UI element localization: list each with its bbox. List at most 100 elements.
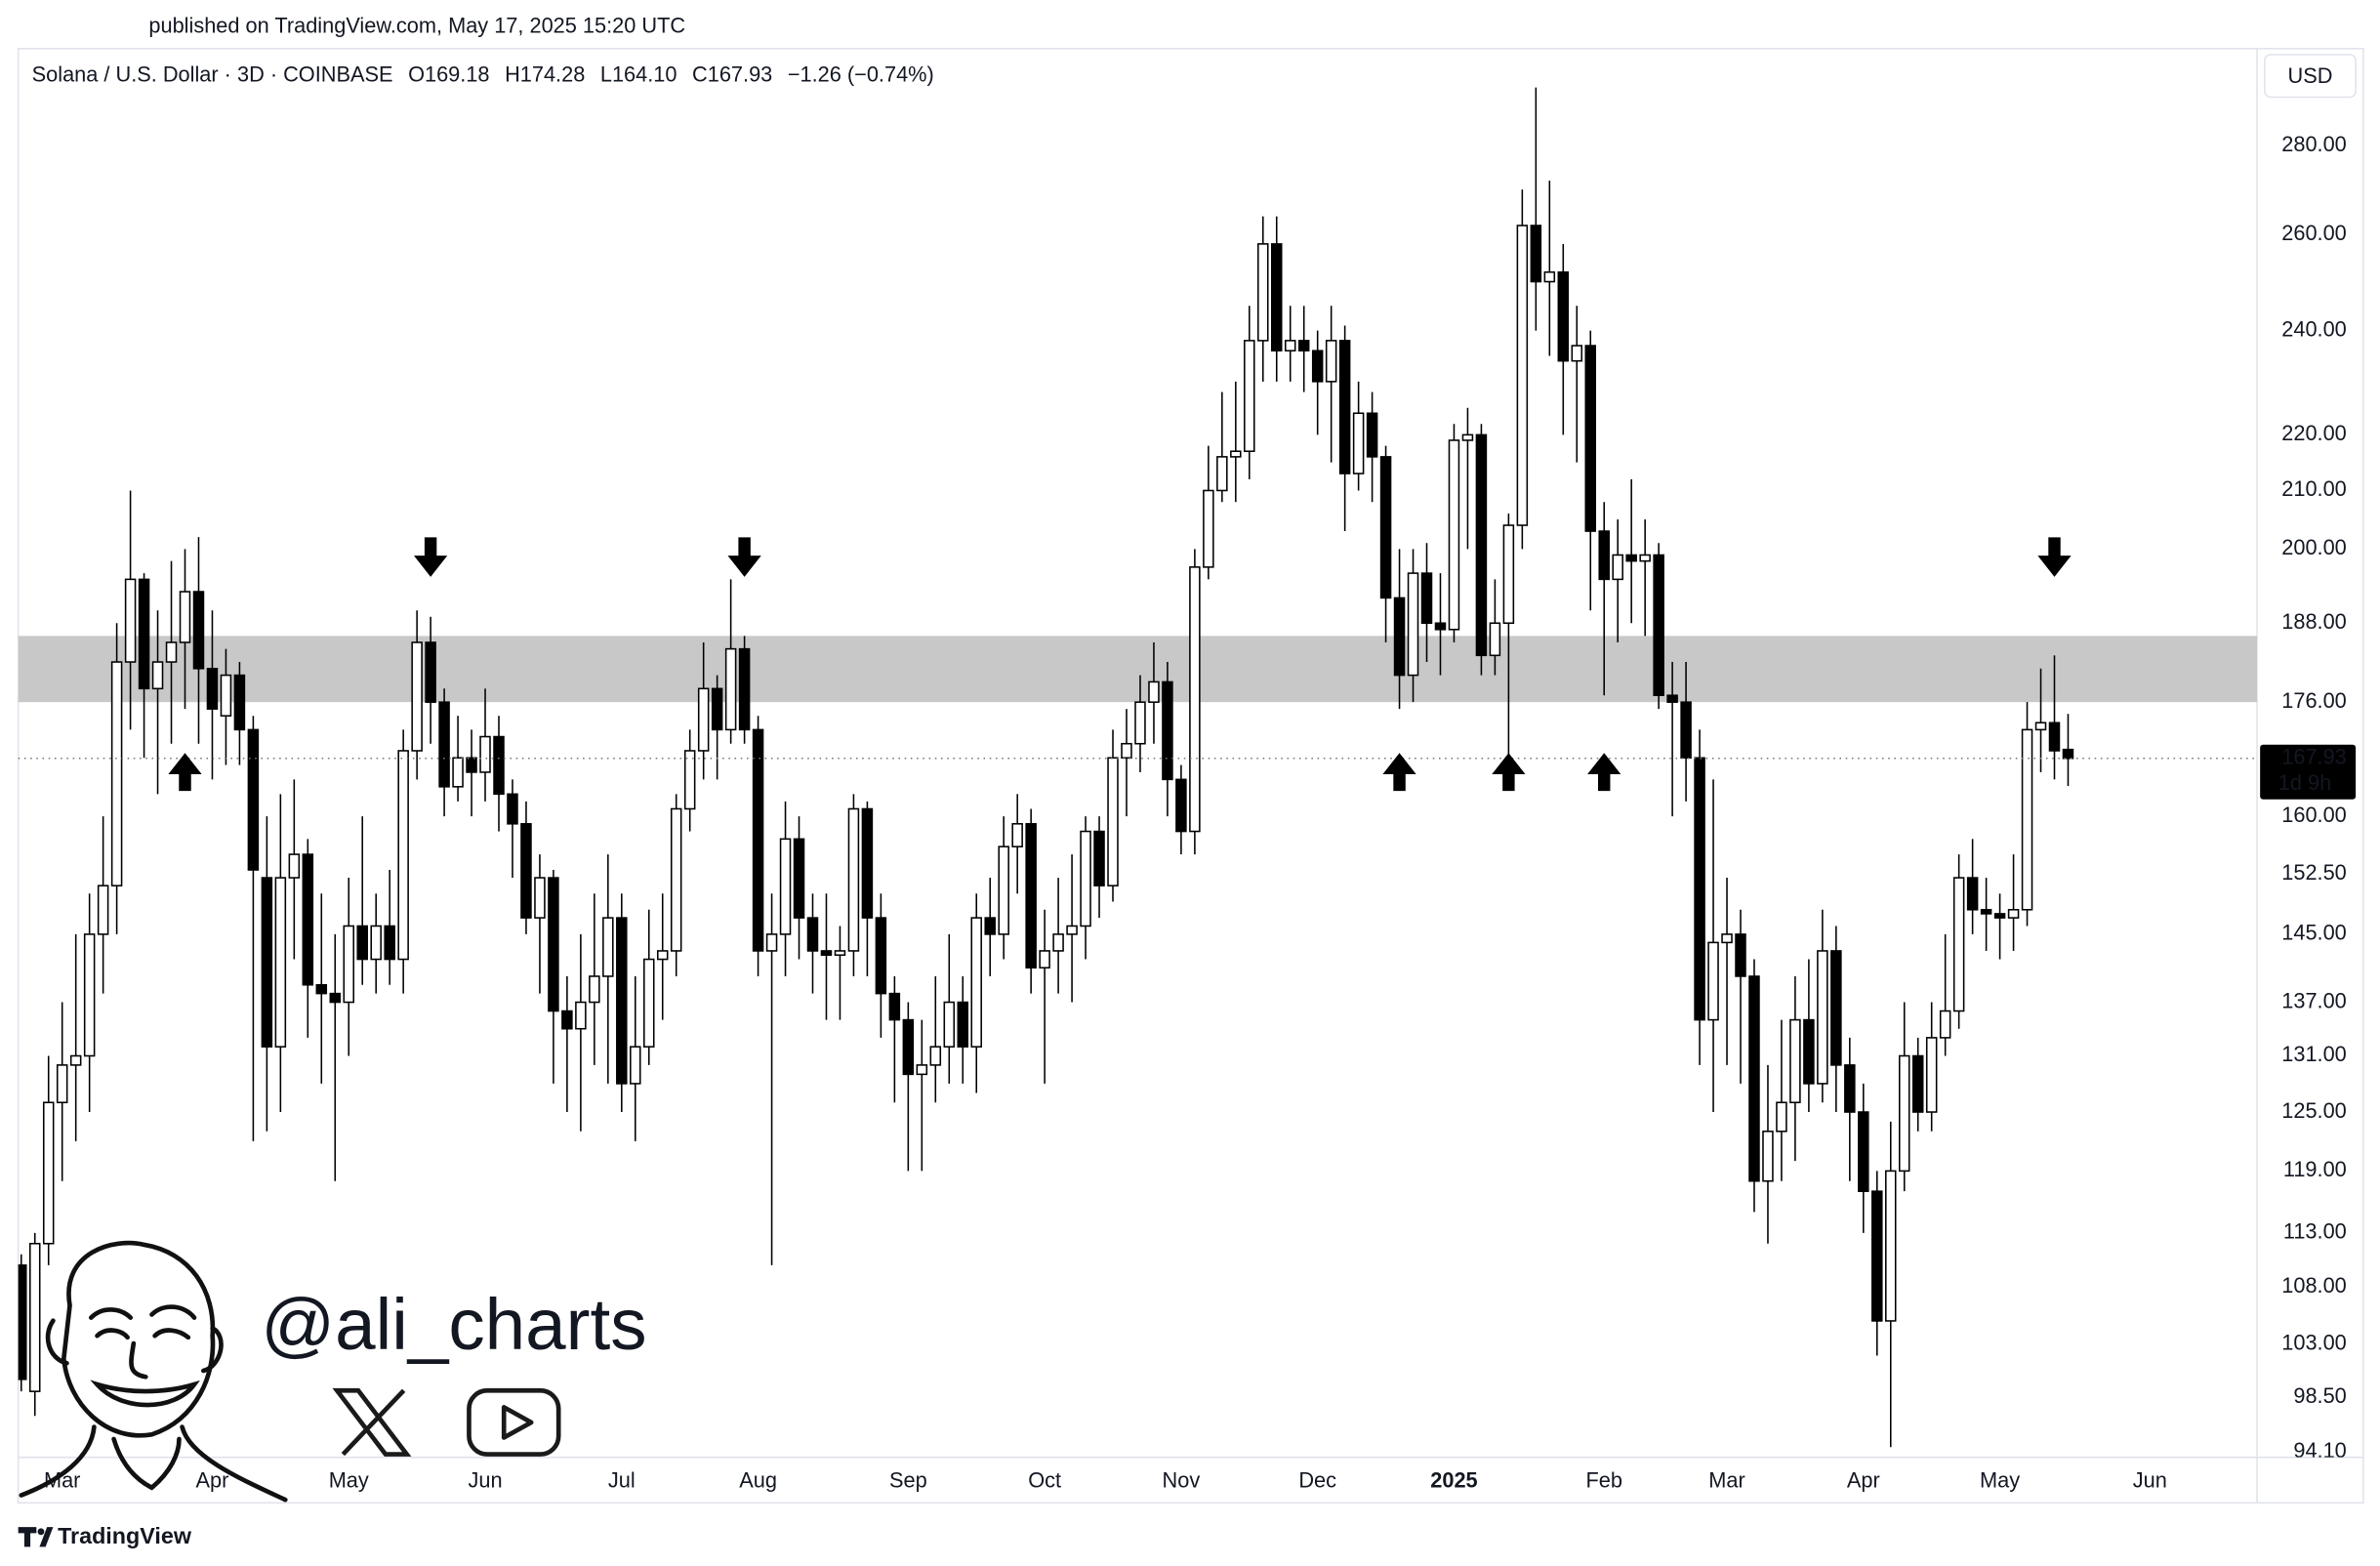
candle-body (779, 838, 792, 935)
candle-body (834, 950, 846, 957)
candle-body (1420, 572, 1433, 625)
candle-body (1735, 933, 1746, 977)
symbol: Solana / U.S. Dollar · 3D · COINBASE (32, 62, 393, 87)
candle-body (1557, 270, 1570, 362)
legend-open: O169.18 (408, 62, 489, 87)
candle-body (2062, 748, 2074, 760)
currency-button[interactable] (2264, 54, 2357, 99)
candle-body (1107, 757, 1119, 886)
candle-body (1189, 566, 1201, 833)
x-tick-label: Apr (1847, 1467, 1880, 1492)
y-tick-label: 94.10 (2293, 1438, 2346, 1463)
y-tick-label: 240.00 (2281, 316, 2347, 341)
candle-body (875, 917, 887, 995)
candle-body (697, 687, 710, 752)
legend-change: −1.26 (−0.74%) (788, 62, 934, 87)
up-arrow (1492, 753, 1526, 792)
candle-body (1584, 345, 1596, 532)
candle-body (1844, 1064, 1856, 1113)
x-tick-label: Mar (1708, 1467, 1744, 1492)
resistance-zone (18, 636, 2258, 703)
candle-body (97, 885, 109, 935)
candle-body (1571, 345, 1583, 362)
candle-body (1993, 913, 2006, 919)
candle-body (479, 735, 491, 773)
candle-body (384, 925, 395, 961)
brand-logo (18, 1527, 54, 1547)
y-tick-label: 152.50 (2281, 860, 2347, 885)
candle-body (1448, 439, 1460, 631)
y-tick-label: 145.00 (2281, 921, 2347, 945)
y-tick-label: 119.00 (2283, 1157, 2347, 1181)
candle-body (329, 992, 342, 1004)
y-tick-label: 220.00 (2281, 421, 2347, 445)
x-axis: Mar Apr May Jun Jul Aug Sep Oct Nov Dec 2025 Feb Mar… (44, 1467, 2167, 1492)
candle-body (957, 1001, 969, 1048)
candle-body (438, 701, 450, 788)
candle-body (1352, 412, 1365, 474)
x-tick-label: Nov (1163, 1467, 1201, 1492)
candle-body (1858, 1111, 1869, 1192)
x-tick-label: May (329, 1467, 369, 1492)
candle-body (1543, 270, 1556, 283)
candle-body (1407, 572, 1419, 677)
candle-body (1393, 597, 1406, 677)
candle-body (1284, 340, 1296, 352)
candle-body (589, 975, 600, 1004)
candle-body (575, 1001, 587, 1030)
candle-body (616, 917, 628, 1085)
candle-body (1721, 933, 1733, 944)
candle-body (1980, 909, 1992, 915)
down-arrow (414, 537, 448, 577)
y-tick-label: 125.00 (2281, 1098, 2347, 1123)
y-tick-label: 137.00 (2281, 988, 2347, 1012)
currency[interactable]: USD (2288, 63, 2333, 88)
y-tick-label: 98.50 (2293, 1383, 2346, 1408)
candle-body (110, 661, 123, 886)
last-price-label: 167.93 (2281, 745, 2347, 769)
watermark-handle: @ali_charts (261, 1283, 646, 1365)
candle-body (1311, 350, 1324, 383)
candle-body (1461, 433, 1474, 441)
candle-body (1080, 830, 1091, 927)
candle-body (683, 750, 696, 810)
candle-body (2021, 728, 2033, 911)
candle-body (1338, 340, 1351, 474)
candle-body (643, 958, 655, 1048)
candle-body (1898, 1054, 1910, 1173)
x-tick-label: Jul (608, 1467, 636, 1492)
candle-body (1885, 1170, 1897, 1322)
x-logo (332, 1387, 412, 1457)
candle-body (1748, 975, 1760, 1182)
candle-body (1776, 1101, 1787, 1133)
candle-body (370, 925, 382, 961)
candle-body (1680, 701, 1692, 760)
candle-body (561, 1010, 573, 1030)
candle-body (1148, 680, 1160, 703)
candle-body (452, 757, 464, 788)
legend-close: C167.93 (692, 62, 772, 87)
candle-body (984, 917, 996, 935)
candle-body (711, 687, 723, 731)
candle-body (397, 750, 409, 961)
candle-body (1134, 701, 1146, 745)
candle-body (520, 823, 532, 919)
x-tick-label: Feb (1585, 1467, 1621, 1492)
x-tick-label: Oct (1028, 1467, 1061, 1492)
candle-body (929, 1046, 942, 1066)
candle-body (861, 807, 874, 919)
candle-body (847, 807, 860, 952)
chart-frame (17, 47, 2364, 1504)
candle-body (902, 1018, 915, 1076)
candle-body (1325, 340, 1337, 383)
candle-body (151, 661, 164, 690)
x-tick-label: Jun (2133, 1467, 2167, 1492)
candle-body (56, 1064, 68, 1104)
x-tick-label: Apr (196, 1467, 229, 1492)
candle-body (1257, 243, 1269, 342)
candle-body (2048, 721, 2061, 752)
candle-body (724, 647, 737, 731)
candle-body (1475, 433, 1488, 657)
